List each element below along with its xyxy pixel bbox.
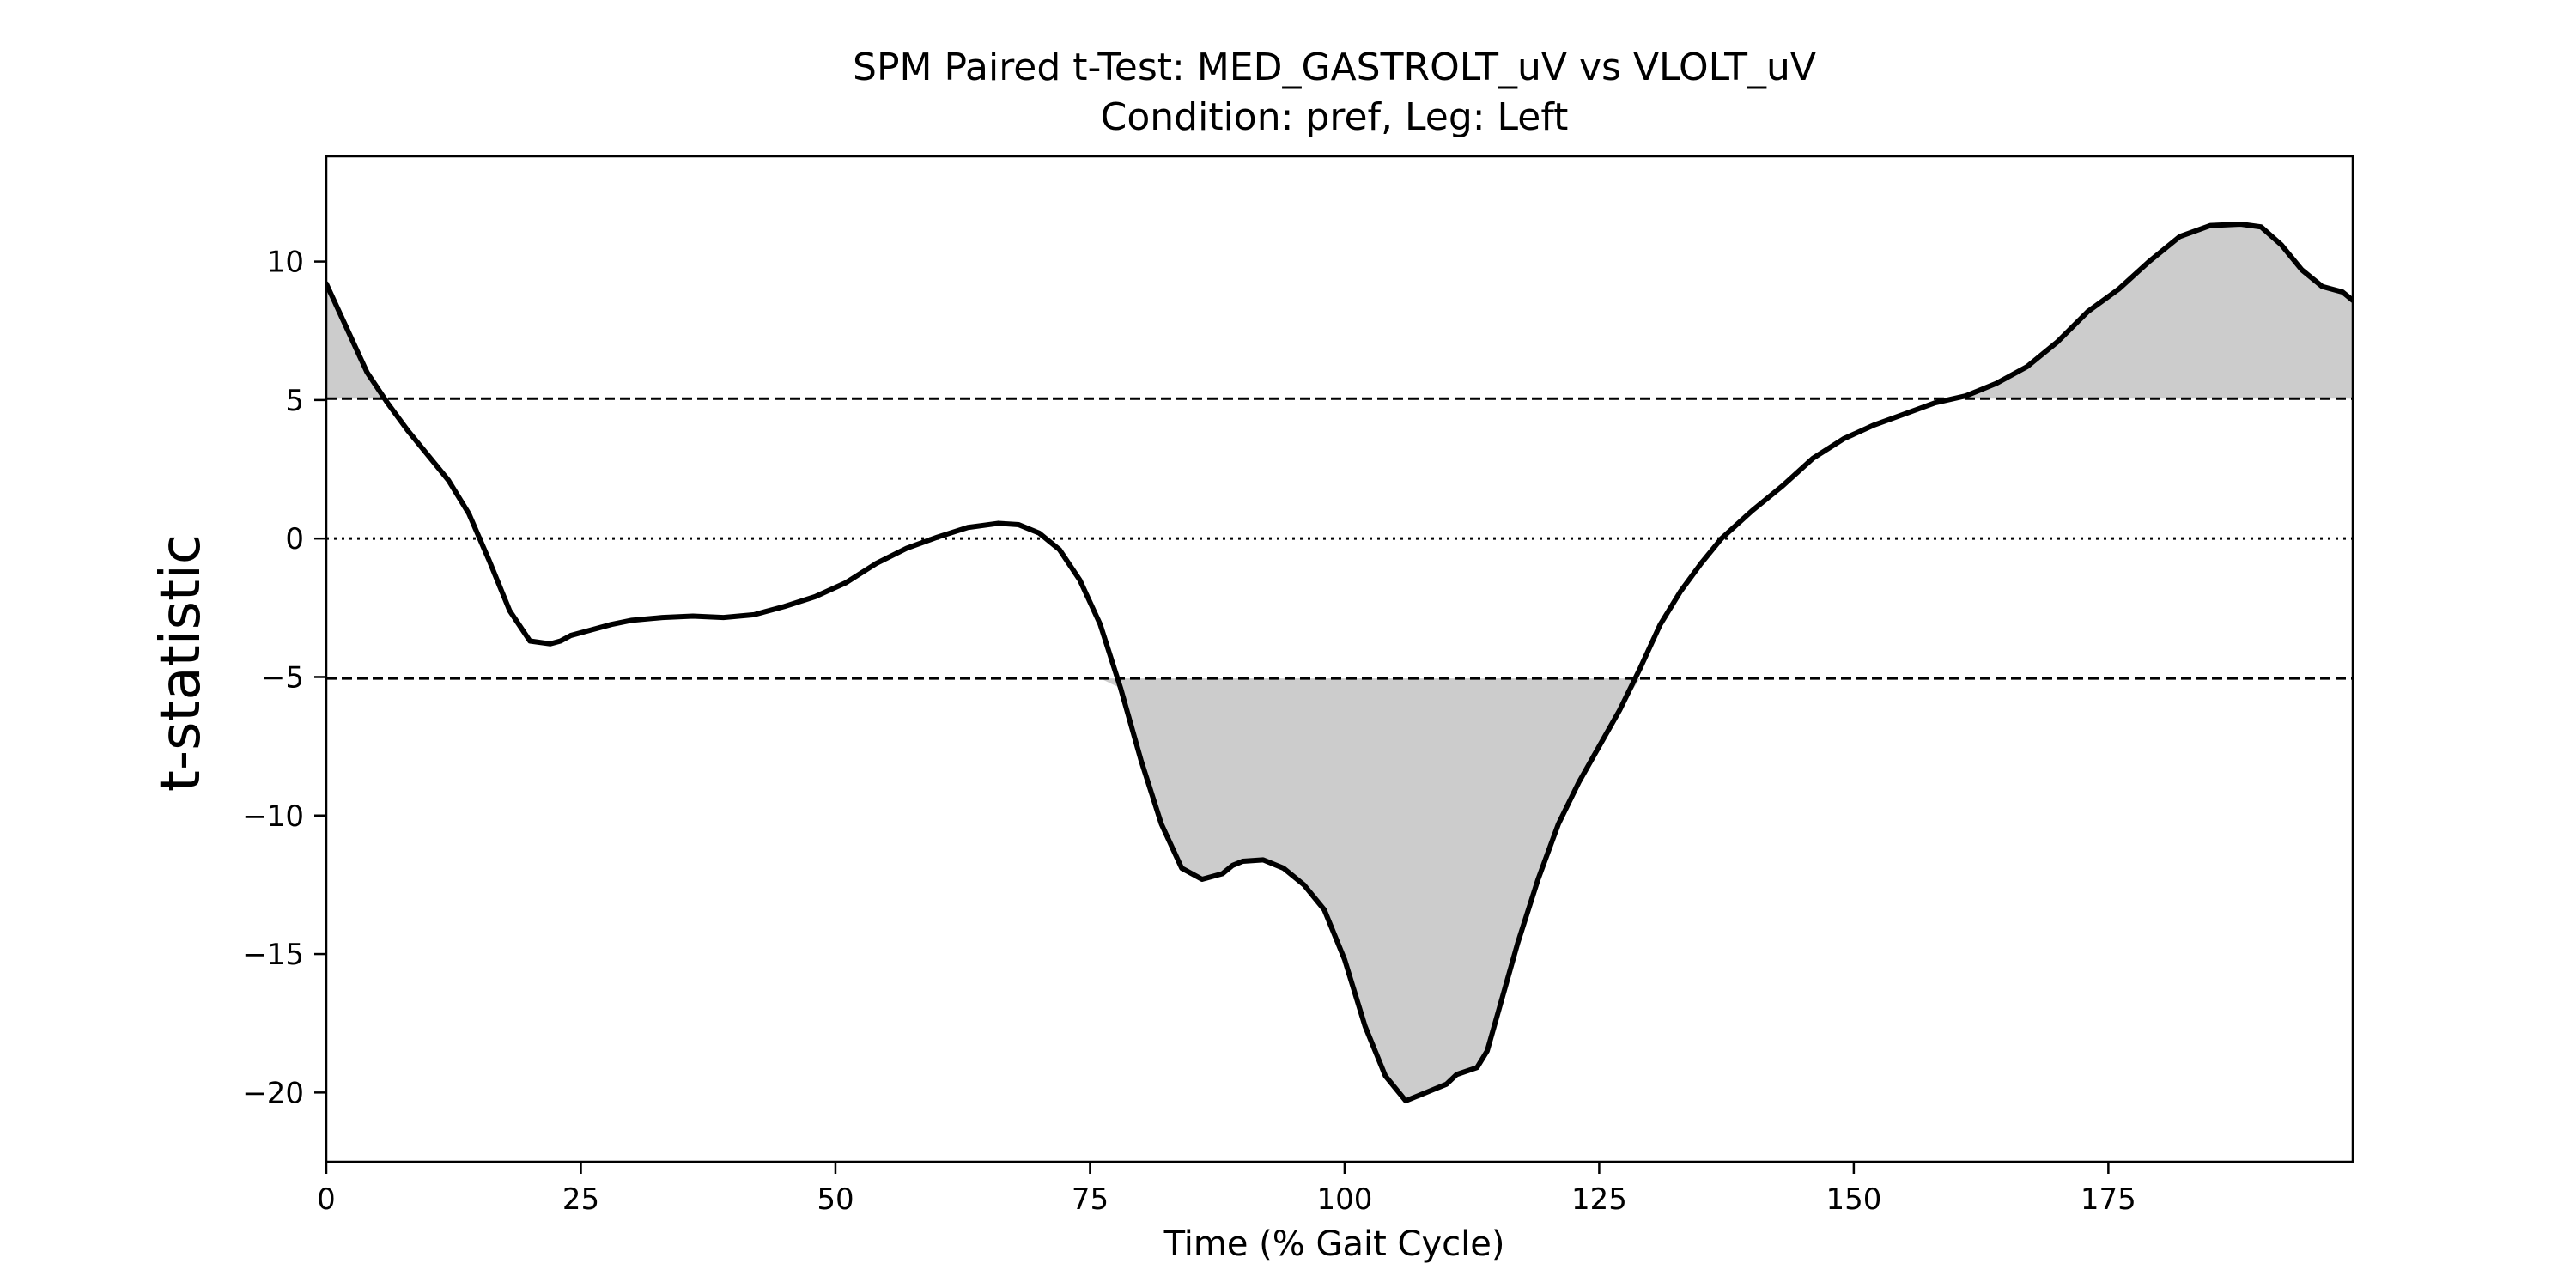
- y-tick-label: −20: [242, 1076, 304, 1110]
- clipped-plot: [326, 222, 2353, 1104]
- x-tick-label: 125: [1571, 1182, 1627, 1217]
- y-tick-label: −15: [242, 938, 304, 972]
- x-tick-label: 175: [2081, 1182, 2136, 1217]
- y-tick-label: −5: [261, 660, 304, 695]
- chart-title: SPM Paired t-Test: MED_GASTROLT_uV vs VL…: [853, 46, 1816, 89]
- plot-area: [326, 222, 2353, 1104]
- lower-suprathreshold-fill: [326, 678, 2353, 1102]
- chart-subtitle: Condition: pref, Leg: Left: [1101, 95, 1569, 139]
- x-tick-label: 25: [562, 1182, 599, 1217]
- x-tick-label: 75: [1072, 1182, 1109, 1217]
- upper-suprathreshold-fill: [326, 224, 2353, 399]
- y-tick-label: 0: [285, 522, 304, 556]
- y-tick-label: −10: [242, 799, 304, 834]
- y-tick-label: 10: [267, 246, 304, 280]
- plot-frame: [325, 155, 2354, 1163]
- x-tick-label: 50: [817, 1182, 854, 1217]
- y-tick-label: 5: [285, 384, 304, 418]
- x-tick-label: 150: [1826, 1182, 1881, 1217]
- x-tick-label: 0: [317, 1182, 336, 1217]
- x-tick-label: 100: [1316, 1182, 1372, 1217]
- x-axis-label: Time (% Gait Cycle): [1163, 1224, 1505, 1264]
- y-axis-label: t-statistic: [149, 534, 213, 792]
- t-statistic-curve: [326, 222, 2353, 1104]
